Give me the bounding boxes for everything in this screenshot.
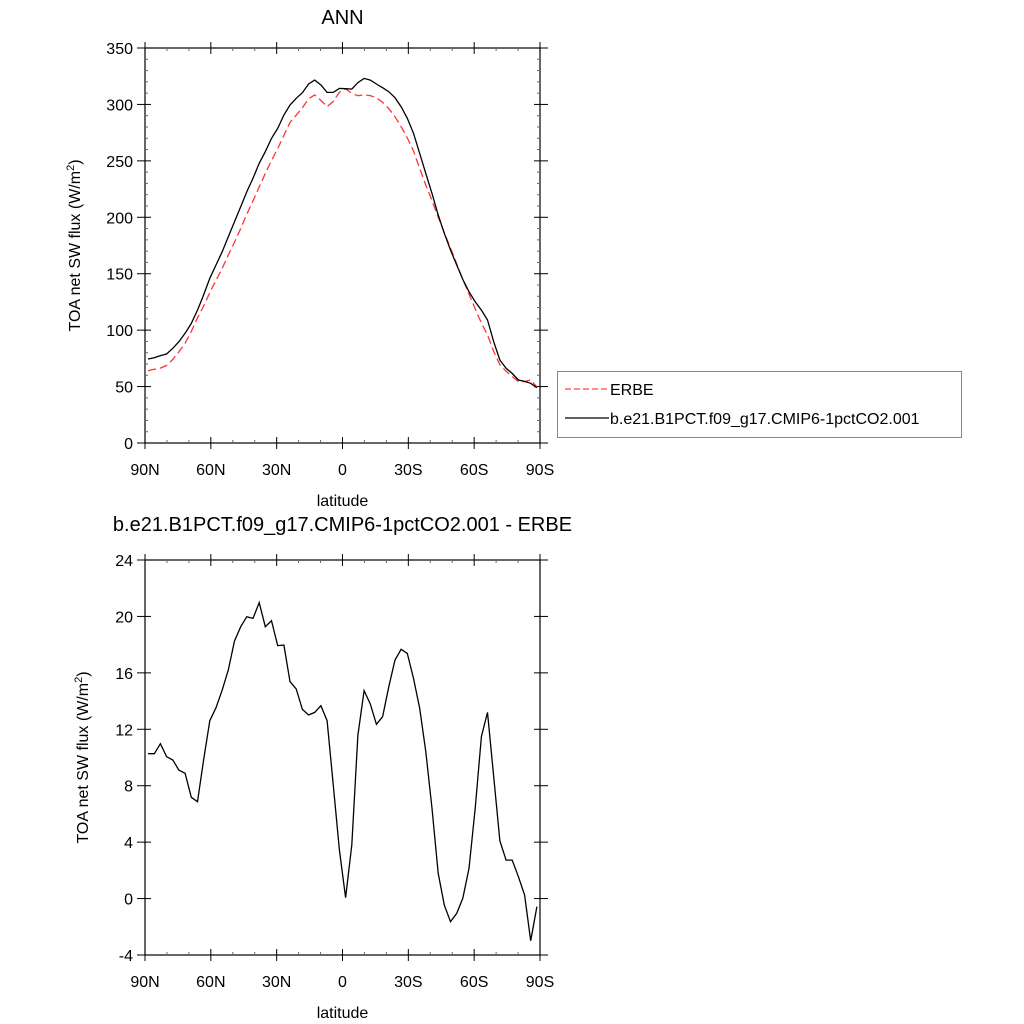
y-tick-label: 4: [124, 835, 133, 852]
series-line-model: [147, 77, 538, 389]
y-tick-label: 150: [106, 267, 133, 284]
x-tick-label: 0: [338, 462, 347, 479]
chart-panel-2: b.e21.B1PCT.f09_g17.CMIP6-1pctCO2.001 - …: [73, 514, 572, 1022]
y-tick-label: 12: [115, 722, 133, 739]
x-tick-label: 60N: [196, 462, 225, 479]
x-tick-label: 60N: [196, 974, 225, 991]
y-tick-label: 300: [106, 97, 133, 114]
x-tick-label: 60S: [460, 462, 488, 479]
legend-label-erbe: ERBE: [610, 382, 654, 399]
legend: ERBE b.e21.B1PCT.f09_g17.CMIP6-1pctCO2.0…: [557, 371, 962, 438]
y-tick-label: 16: [115, 666, 133, 683]
y-tick-label: 20: [115, 609, 133, 626]
plot-frame: [144, 47, 541, 444]
x-tick-label: 30N: [262, 974, 291, 991]
x-tick-label: 90S: [526, 974, 554, 991]
y-tick-label: 50: [115, 380, 133, 397]
x-tick-label: 90N: [130, 462, 159, 479]
y-tick-label: 100: [106, 323, 133, 340]
y-tick-label: 200: [106, 210, 133, 227]
series-line-erbe: [147, 88, 538, 388]
x-axis-label: latitude: [317, 493, 369, 510]
y-axis-label: TOA net SW flux (W/m2): [65, 159, 84, 331]
x-axis-label: latitude: [317, 1005, 369, 1022]
series-line-difference: [148, 600, 538, 941]
legend-box: [557, 371, 962, 438]
y-tick-label: 0: [124, 436, 133, 453]
y-tick-label: 350: [106, 41, 133, 58]
x-tick-label: 30S: [394, 974, 422, 991]
y-tick-label: 8: [124, 779, 133, 796]
x-tick-label: 0: [338, 974, 347, 991]
legend-label-model: b.e21.B1PCT.f09_g17.CMIP6-1pctCO2.001: [610, 411, 920, 428]
y-tick-label: -4: [119, 948, 133, 965]
chart-panel-1: ANN latitude TOA net SW flux (W/m2) 90N 60N 3…: [65, 7, 554, 510]
chart-title: b.e21.B1PCT.f09_g17.CMIP6-1pctCO2.001 - …: [113, 514, 572, 536]
x-tick-label: 60S: [460, 974, 488, 991]
y-tick-label: 250: [106, 154, 133, 171]
chart-title: ANN: [321, 7, 363, 29]
x-tick-label: 90S: [526, 462, 554, 479]
y-axis-label: TOA net SW flux (W/m2): [73, 671, 92, 843]
y-tick-label: 24: [115, 553, 133, 570]
y-tick-label: 0: [124, 892, 133, 909]
x-tick-label: 30N: [262, 462, 291, 479]
x-tick-label: 30S: [394, 462, 422, 479]
x-tick-label: 90N: [130, 974, 159, 991]
